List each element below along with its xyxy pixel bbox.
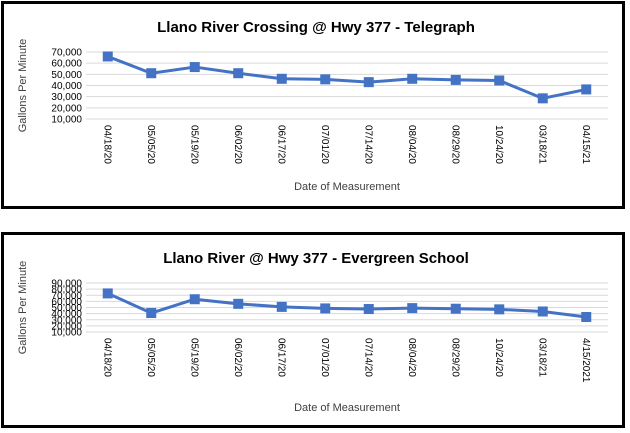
x-tick-label: 06/02/20	[232, 338, 243, 377]
x-tick-label: 04/18/20	[101, 125, 112, 164]
data-point	[537, 306, 548, 317]
x-tick-label: 05/19/20	[188, 338, 199, 377]
x-tick-label: 07/01/20	[319, 338, 330, 377]
y-tick-label: 50,000	[51, 70, 82, 81]
data-point	[450, 74, 461, 85]
x-tick-label: 08/04/20	[406, 125, 417, 164]
data-point	[189, 294, 200, 305]
y-axis-label: Gallons Per Minute	[17, 39, 29, 133]
y-tick-label: 10,000	[51, 115, 82, 126]
series-line	[107, 55, 587, 100]
y-tick-label: 70,000	[51, 48, 82, 59]
data-point	[276, 73, 287, 84]
x-tick-label: 07/01/20	[319, 125, 330, 164]
x-tick-label: 03/18/21	[536, 338, 547, 377]
x-tick-label: 07/14/20	[362, 338, 373, 377]
data-point	[537, 93, 548, 104]
data-point	[146, 68, 157, 79]
y-tick-label: 20,000	[51, 321, 82, 332]
x-tick-label: 08/04/20	[406, 338, 417, 377]
line-chart-evergreen: Llano River @ Hwy 377 - Evergreen School…	[17, 250, 608, 414]
x-tick-label: 06/02/20	[232, 125, 243, 164]
y-axis-label: Gallons Per Minute	[17, 261, 29, 355]
y-tick-label: 10,000	[51, 328, 82, 339]
data-point	[581, 311, 592, 322]
y-tick-label: 40,000	[51, 309, 82, 320]
data-point	[320, 303, 331, 314]
data-point	[233, 298, 244, 309]
data-point	[450, 303, 461, 314]
data-point	[494, 75, 505, 86]
chart-panel-telegraph: Llano River Crossing @ Hwy 377 - Telegra…	[1, 1, 625, 209]
y-tick-label: 90,000	[51, 279, 82, 290]
y-tick-label: 70,000	[51, 291, 82, 302]
data-point	[146, 308, 157, 319]
y-tick-label: 30,000	[51, 92, 82, 103]
y-tick-label: 60,000	[51, 297, 82, 308]
x-tick-label: 03/18/21	[536, 125, 547, 164]
data-point	[233, 68, 244, 79]
data-point	[407, 303, 418, 314]
data-point	[407, 73, 418, 84]
x-tick-label: 08/29/20	[449, 338, 460, 377]
x-tick-label: 05/19/20	[188, 125, 199, 164]
x-tick-label: 06/17/20	[275, 125, 286, 164]
x-tick-label: 08/29/20	[449, 125, 460, 164]
y-tick-label: 60,000	[51, 59, 82, 70]
x-tick-label: 10/24/20	[493, 125, 504, 164]
x-tick-label: 06/17/20	[275, 338, 286, 377]
data-point	[363, 77, 374, 88]
data-point	[581, 84, 592, 95]
data-point	[102, 51, 113, 62]
x-tick-label: 05/05/20	[145, 338, 156, 377]
chart-title: Llano River Crossing @ Hwy 377 - Telegra…	[157, 19, 475, 36]
x-tick-label: 04/15/21	[580, 125, 591, 164]
x-axis-label: Date of Measurement	[294, 402, 400, 414]
series-line	[107, 292, 587, 319]
y-tick-label: 30,000	[51, 315, 82, 326]
x-tick-label: 4/15/2021	[580, 338, 591, 383]
data-point	[189, 62, 200, 73]
x-tick-label: 05/05/20	[145, 125, 156, 164]
y-tick-label: 20,000	[51, 103, 82, 114]
x-tick-label: 10/24/20	[493, 338, 504, 377]
data-point	[276, 301, 287, 312]
data-point	[320, 74, 331, 85]
line-chart-telegraph: Llano River Crossing @ Hwy 377 - Telegra…	[17, 19, 608, 193]
data-point	[494, 304, 505, 315]
y-tick-label: 50,000	[51, 303, 82, 314]
chart-title: Llano River @ Hwy 377 - Evergreen School	[163, 250, 469, 267]
data-point	[363, 304, 374, 315]
x-axis-label: Date of Measurement	[294, 181, 400, 193]
y-tick-label: 40,000	[51, 81, 82, 92]
y-tick-label: 80,000	[51, 285, 82, 296]
chart-panel-evergreen: Llano River @ Hwy 377 - Evergreen School…	[1, 232, 625, 428]
x-tick-label: 07/14/20	[362, 125, 373, 164]
x-tick-label: 04/18/20	[101, 338, 112, 377]
data-point	[102, 288, 113, 299]
